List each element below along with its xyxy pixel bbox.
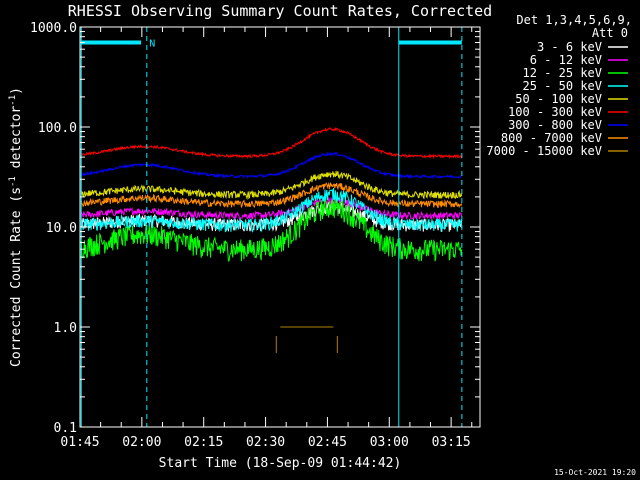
x-tick-label: 03:00 (370, 435, 409, 450)
series-line-6 (81, 150, 462, 180)
legend-entry-0: 3 - 6 keV (537, 40, 602, 54)
series-line-5 (80, 126, 463, 160)
y-tick-label: 1.0 (54, 321, 77, 336)
legend-entry-1: 6 - 12 keV (530, 53, 602, 67)
legend-entry-2: 12 - 25 keV (523, 66, 602, 80)
legend-entry-8: 7000 - 15000 keV (486, 144, 602, 158)
x-tick-label: 01:45 (60, 435, 99, 450)
x-tick-label: 02:30 (246, 435, 285, 450)
legend-header-line1: Det 1,3,4,5,6,9, (516, 13, 632, 27)
night-label: N (149, 38, 155, 49)
x-axis-label: Start Time (18-Sep-09 01:44:42) (159, 456, 402, 471)
series-line-2 (80, 197, 463, 262)
y-axis-label-mid: detector (9, 106, 24, 177)
y-tick-label: 100.0 (38, 121, 77, 136)
x-tick-label: 02:00 (122, 435, 161, 450)
series-layer (80, 126, 463, 262)
legend-entry-5: 100 - 300 keV (508, 105, 602, 119)
y-axis-label-sup2: -1 (8, 95, 18, 106)
series-line-7 (80, 181, 463, 209)
legend-header-line2: Att 0 (592, 26, 628, 40)
y-tick-label: 10.0 (46, 221, 77, 236)
legend-entry-3: 25 - 50 keV (523, 79, 602, 93)
series-line-1 (80, 196, 463, 221)
footer-timestamp: 15-Oct-2021 19:20 (554, 468, 636, 477)
legend-entry-4: 50 - 100 keV (515, 92, 602, 106)
chart-title: RHESSI Observing Summary Count Rates, Co… (68, 2, 492, 20)
x-tick-label: 03:15 (432, 435, 471, 450)
night-markers: N (80, 27, 463, 427)
y-axis-label-end: ) (9, 87, 24, 95)
y-tick-label: 1000.0 (30, 21, 77, 36)
legend-entry-6: 300 - 800 keV (508, 118, 602, 132)
x-tick-label: 02:45 (308, 435, 347, 450)
series-line-4 (80, 170, 463, 201)
x-axis: 01:45 02:00 02:15 02:30 02:45 03:00 03:15 (60, 27, 473, 450)
attenuator-bracket (275, 326, 338, 353)
legend-entry-7: 800 - 7000 keV (501, 131, 602, 145)
y-axis-label-sup1: -1 (8, 176, 18, 187)
x-tick-label: 02:15 (184, 435, 223, 450)
y-axis: 0.1 1.0 10.0 100.0 1000.0 (30, 21, 480, 436)
y-tick-label: 0.1 (54, 421, 77, 436)
y-axis-label: Corrected Count Rate (s-1 detector-1) (8, 87, 24, 367)
series-line-3 (80, 187, 463, 233)
y-axis-label-text: Corrected Count Rate (s (9, 187, 24, 367)
